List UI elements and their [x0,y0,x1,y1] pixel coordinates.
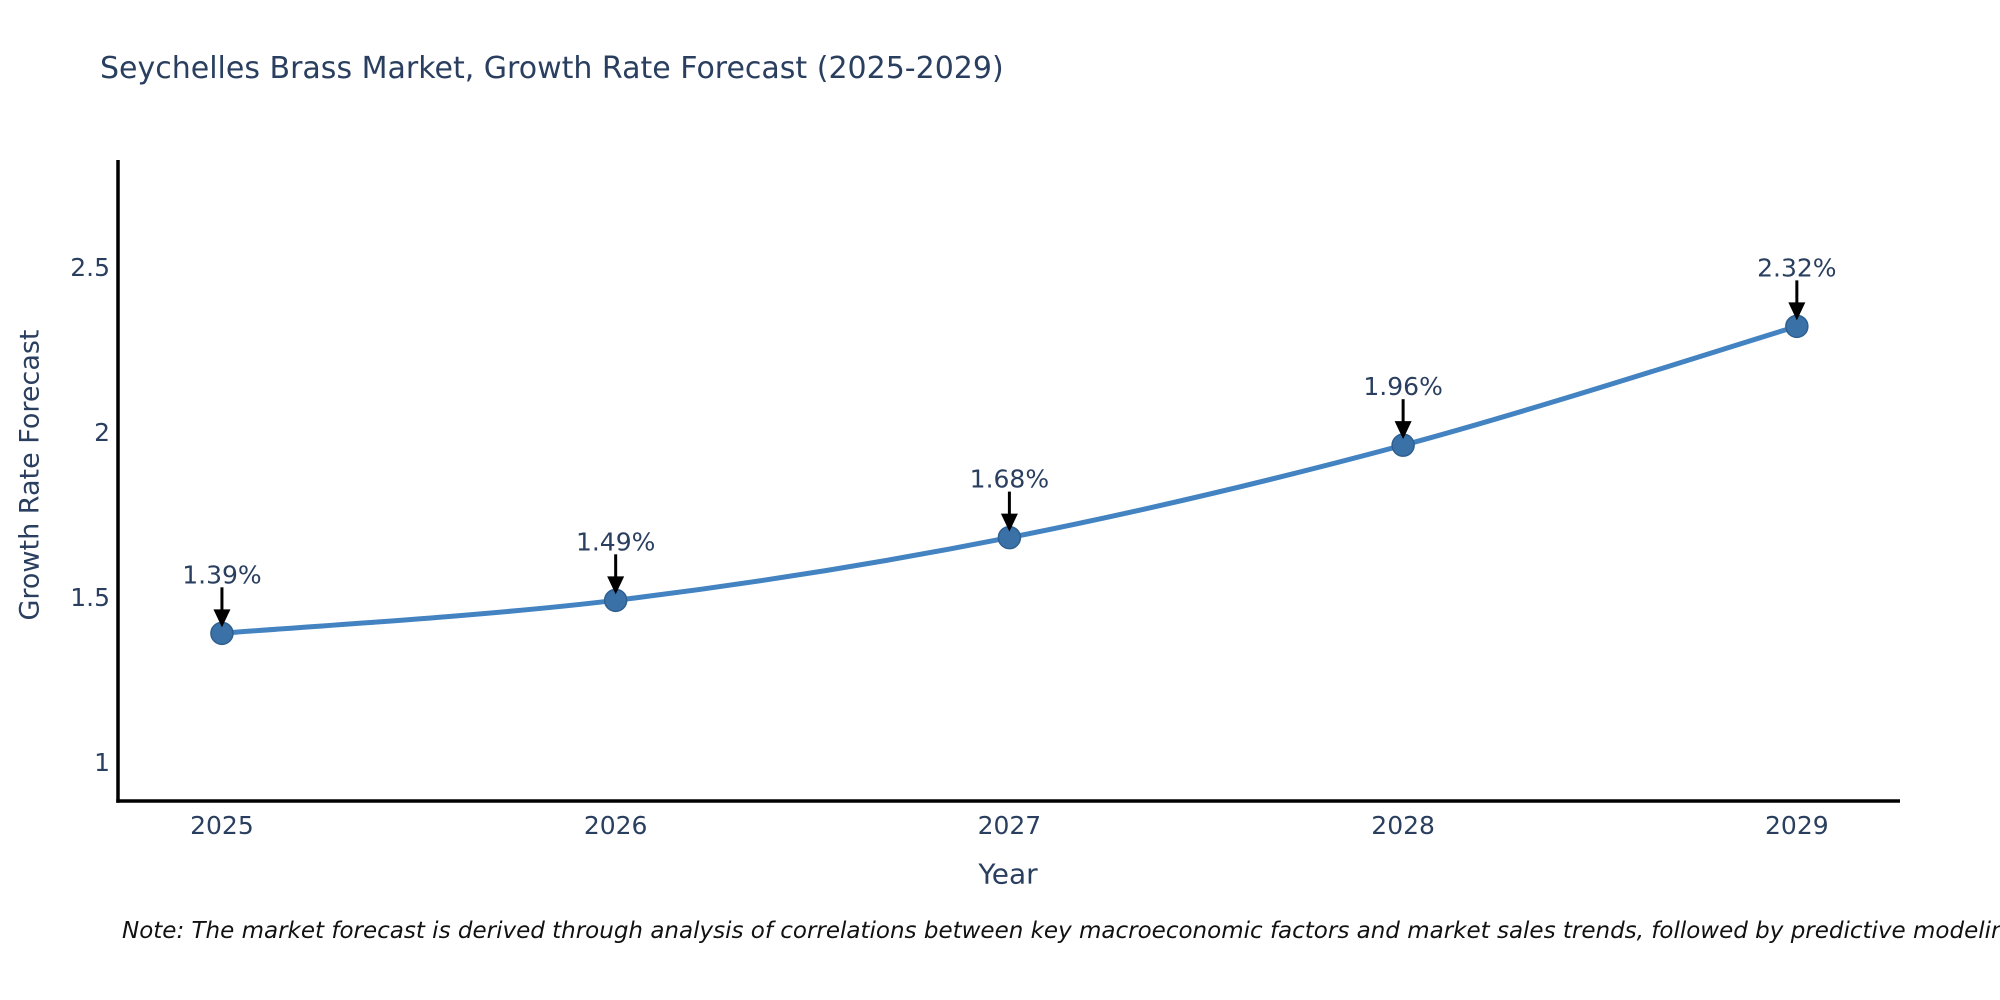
x-tick-label: 2025 [190,811,254,840]
annotation-arrowhead-icon [1788,302,1806,321]
data-point-label: 1.39% [182,560,261,589]
annotation-arrowhead-icon [1394,421,1412,440]
y-tick-label: 2 [94,418,110,447]
data-point-label: 1.49% [576,527,655,556]
annotation-arrowhead-icon [213,609,231,628]
annotation-arrowhead-icon [607,576,625,595]
chart-title: Seychelles Brass Market, Growth Rate For… [100,51,1004,86]
data-point-label: 2.32% [1757,253,1836,282]
footnote: Note: The market forecast is derived thr… [122,918,2000,944]
y-tick-label: 2.5 [70,253,110,282]
x-tick-label: 2026 [584,811,648,840]
data-point-label: 1.68% [970,465,1049,494]
annotation-arrowhead-icon [1000,513,1018,532]
data-point-label: 1.96% [1363,372,1442,401]
y-tick-label: 1 [94,748,110,777]
x-axis-title: Year [978,857,1038,891]
y-tick-label: 1.5 [70,583,110,612]
x-tick-label: 2029 [1765,811,1829,840]
x-tick-label: 2027 [978,811,1042,840]
x-tick-label: 2028 [1371,811,1435,840]
